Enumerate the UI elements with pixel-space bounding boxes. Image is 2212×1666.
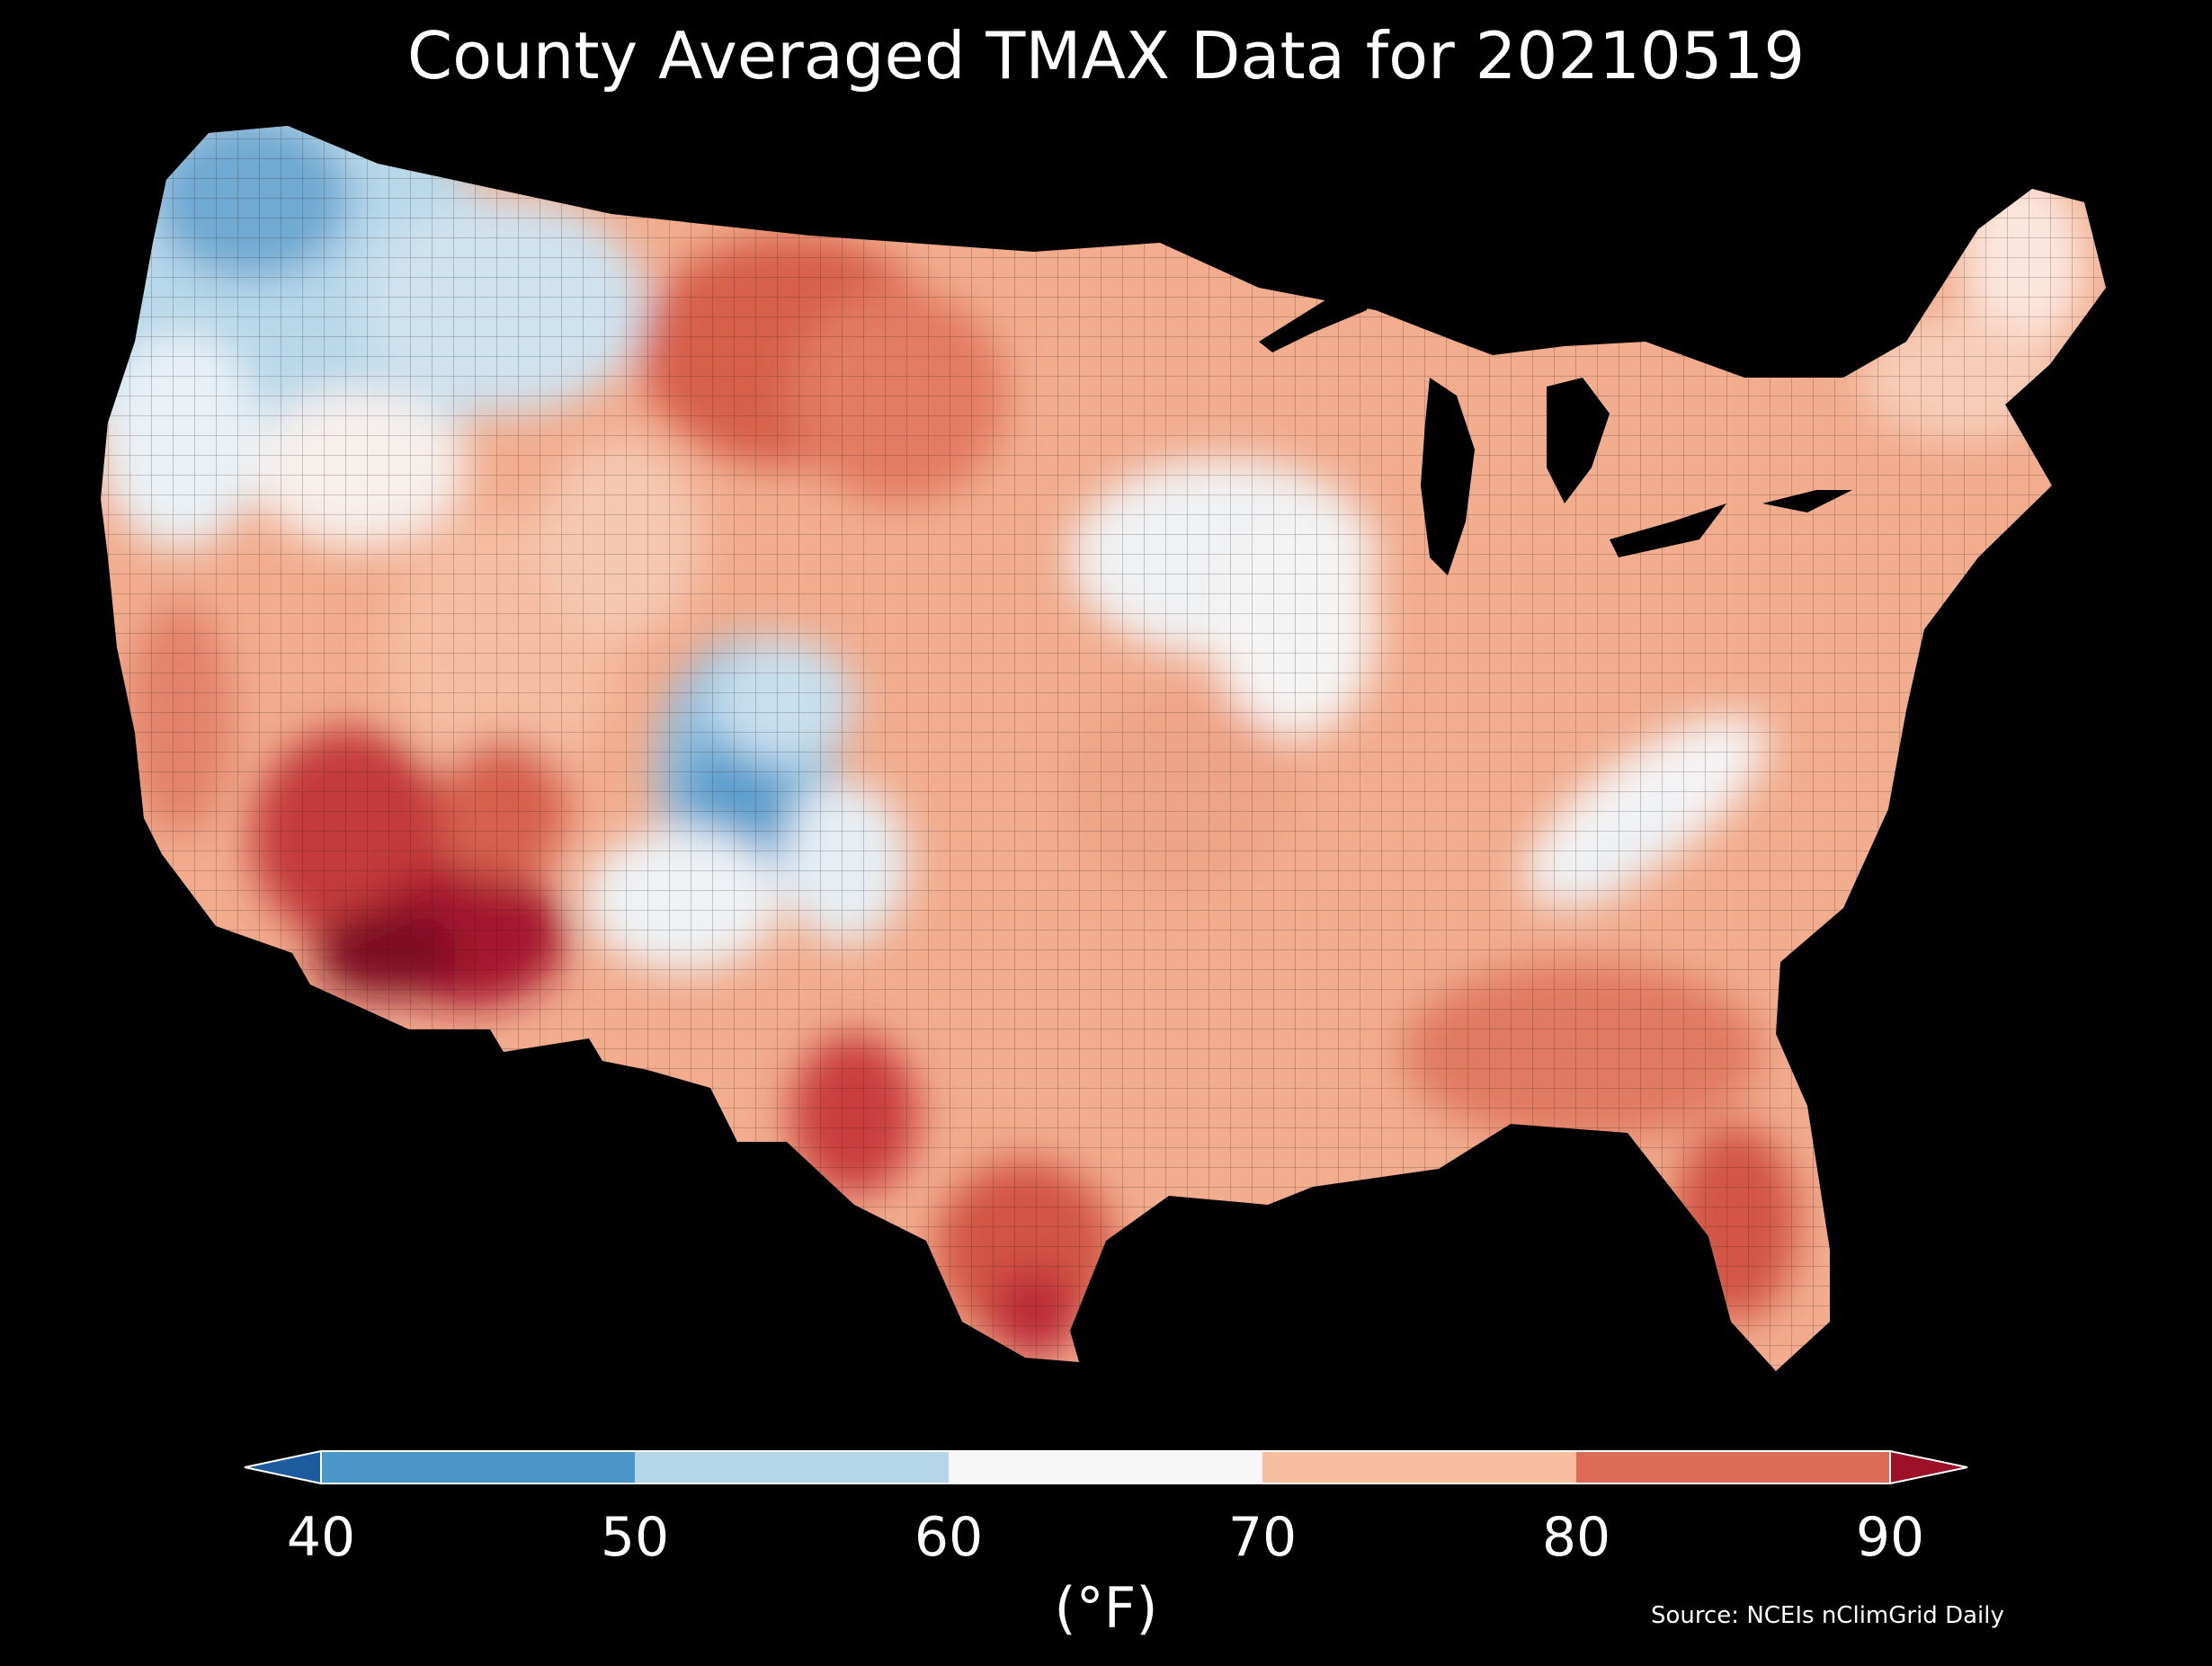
colorbar-tick-label: 80: [1541, 1506, 1611, 1569]
great-lakes: [1259, 279, 1852, 575]
colorbar-bin: [635, 1451, 949, 1483]
colorbar-tick-label: 50: [600, 1506, 670, 1569]
colorbar-tick-label: 40: [286, 1506, 356, 1569]
map-title: County Averaged TMAX Data for 20210519: [406, 18, 1806, 94]
colorbar-arrow-low: [244, 1449, 322, 1485]
colorbar-unit-label: (°F): [1054, 1575, 1158, 1641]
colorbar-tick-label: 90: [1855, 1506, 1925, 1569]
colorbar-tick-label: 70: [1227, 1506, 1298, 1569]
colorbar-bin: [321, 1451, 635, 1483]
source-credit: Source: NCEIs nClimGrid Daily: [1651, 1602, 2004, 1629]
colorbar-bin: [1576, 1451, 1890, 1483]
colorbar-tick-label: 60: [914, 1506, 984, 1569]
colorbar: [244, 1449, 1968, 1485]
colorbar-bin: [1262, 1451, 1576, 1483]
colorbar-bin: [949, 1451, 1262, 1483]
colorbar-arrow-high: [1889, 1449, 1968, 1485]
